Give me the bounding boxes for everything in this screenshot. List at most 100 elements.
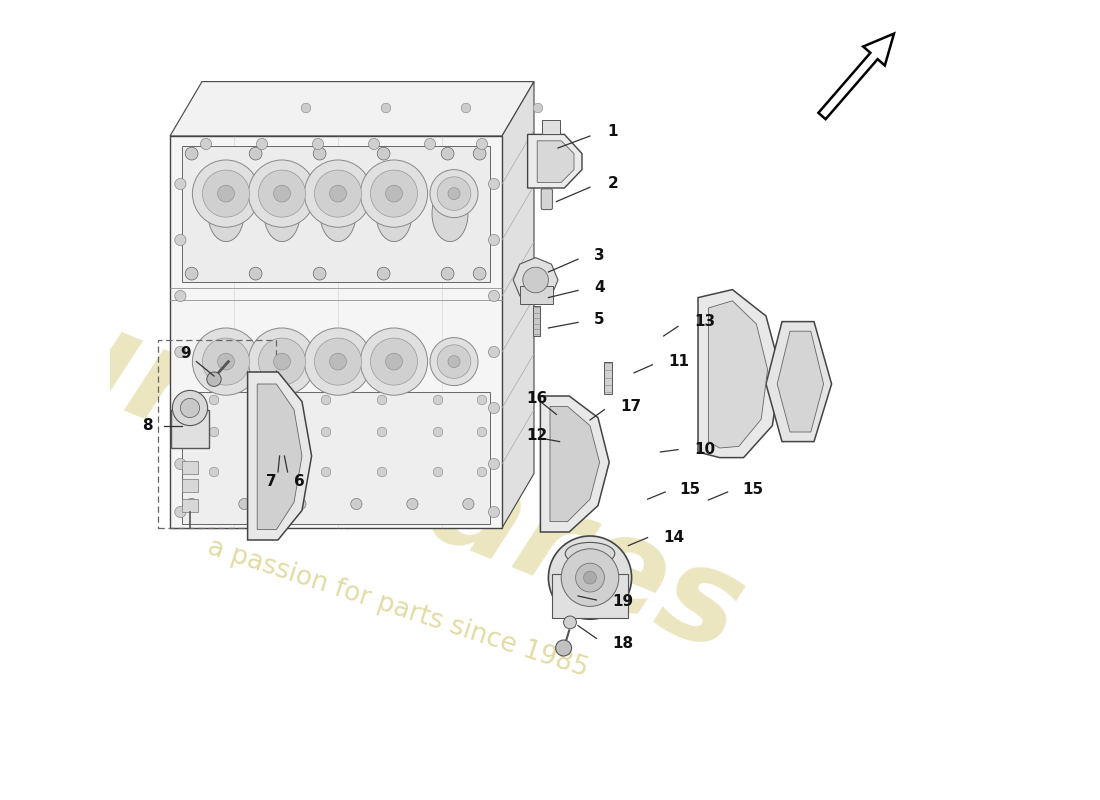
Ellipse shape	[376, 186, 412, 242]
Circle shape	[274, 354, 290, 370]
Text: 3: 3	[594, 249, 605, 263]
Circle shape	[249, 328, 316, 395]
Circle shape	[330, 354, 346, 370]
Circle shape	[185, 267, 198, 280]
Ellipse shape	[264, 186, 300, 242]
Circle shape	[377, 395, 387, 405]
Polygon shape	[528, 134, 582, 188]
Circle shape	[321, 395, 331, 405]
Circle shape	[265, 467, 275, 477]
Circle shape	[488, 346, 499, 358]
Circle shape	[218, 186, 234, 202]
Text: 1: 1	[607, 125, 618, 139]
Circle shape	[534, 103, 542, 113]
Circle shape	[305, 160, 372, 227]
Circle shape	[258, 338, 306, 385]
Circle shape	[433, 427, 443, 437]
Circle shape	[448, 188, 460, 200]
Bar	[182, 461, 198, 474]
Polygon shape	[248, 372, 311, 540]
Text: 8: 8	[142, 418, 153, 433]
Text: 15: 15	[742, 482, 763, 497]
Circle shape	[463, 498, 474, 510]
Polygon shape	[170, 82, 534, 136]
Circle shape	[250, 147, 262, 160]
Circle shape	[563, 616, 576, 629]
Circle shape	[488, 402, 499, 414]
Circle shape	[315, 338, 362, 385]
Circle shape	[433, 467, 443, 477]
Circle shape	[549, 536, 631, 619]
Circle shape	[377, 467, 387, 477]
Polygon shape	[170, 136, 502, 528]
Polygon shape	[778, 331, 824, 432]
Polygon shape	[766, 322, 832, 442]
Circle shape	[522, 267, 549, 293]
Circle shape	[175, 458, 186, 470]
Circle shape	[315, 170, 362, 217]
Circle shape	[180, 398, 199, 418]
Circle shape	[312, 138, 323, 150]
Circle shape	[256, 138, 267, 150]
Circle shape	[175, 506, 186, 518]
Text: 14: 14	[663, 530, 684, 545]
Text: 19: 19	[613, 594, 634, 609]
Circle shape	[377, 147, 390, 160]
Bar	[542, 120, 560, 134]
Circle shape	[488, 234, 499, 246]
Circle shape	[477, 395, 487, 405]
Ellipse shape	[208, 186, 244, 242]
Text: 17: 17	[620, 399, 641, 414]
Circle shape	[175, 178, 186, 190]
Circle shape	[321, 427, 331, 437]
Circle shape	[382, 103, 390, 113]
Circle shape	[488, 178, 499, 190]
Circle shape	[351, 498, 362, 510]
Circle shape	[175, 346, 186, 358]
Circle shape	[441, 147, 454, 160]
Text: 5: 5	[594, 313, 605, 327]
Polygon shape	[537, 141, 574, 182]
Circle shape	[361, 328, 428, 395]
Circle shape	[368, 138, 379, 150]
Circle shape	[314, 267, 326, 280]
Circle shape	[295, 498, 306, 510]
Bar	[170, 410, 209, 448]
Circle shape	[473, 267, 486, 280]
Circle shape	[301, 103, 311, 113]
Circle shape	[274, 186, 290, 202]
Circle shape	[207, 372, 221, 386]
Circle shape	[192, 328, 260, 395]
Text: 2: 2	[607, 177, 618, 191]
Bar	[182, 146, 490, 282]
Circle shape	[441, 267, 454, 280]
Circle shape	[477, 427, 487, 437]
Bar	[551, 574, 628, 618]
Circle shape	[209, 427, 219, 437]
Circle shape	[321, 467, 331, 477]
Bar	[182, 479, 198, 492]
Circle shape	[209, 395, 219, 405]
Circle shape	[209, 467, 219, 477]
Circle shape	[433, 395, 443, 405]
Circle shape	[430, 338, 478, 386]
Polygon shape	[540, 396, 609, 532]
Circle shape	[175, 290, 186, 302]
Text: a passion for parts since 1985: a passion for parts since 1985	[205, 534, 592, 682]
Circle shape	[488, 458, 499, 470]
Text: 12: 12	[526, 429, 548, 443]
Bar	[604, 362, 612, 394]
Circle shape	[250, 267, 262, 280]
Circle shape	[185, 147, 198, 160]
Circle shape	[258, 170, 306, 217]
Circle shape	[556, 640, 572, 656]
Circle shape	[200, 138, 211, 150]
Circle shape	[473, 147, 486, 160]
Circle shape	[202, 170, 250, 217]
Ellipse shape	[565, 542, 615, 565]
FancyBboxPatch shape	[541, 189, 552, 210]
Circle shape	[377, 427, 387, 437]
Circle shape	[239, 498, 250, 510]
Circle shape	[175, 402, 186, 414]
Circle shape	[371, 170, 418, 217]
